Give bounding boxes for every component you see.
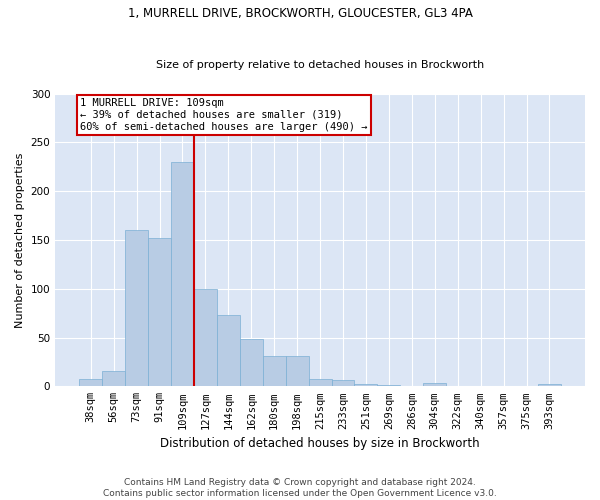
Y-axis label: Number of detached properties: Number of detached properties [15, 152, 25, 328]
Bar [240, 340, 263, 386]
Bar [125, 230, 148, 386]
Bar [308, 380, 332, 386]
Text: 1, MURRELL DRIVE, BROCKWORTH, GLOUCESTER, GL3 4PA: 1, MURRELL DRIVE, BROCKWORTH, GLOUCESTER… [128, 8, 472, 20]
Bar [102, 370, 125, 386]
Bar [194, 288, 217, 386]
X-axis label: Distribution of detached houses by size in Brockworth: Distribution of detached houses by size … [160, 437, 480, 450]
Title: Size of property relative to detached houses in Brockworth: Size of property relative to detached ho… [156, 60, 484, 70]
Bar [171, 162, 194, 386]
Bar [263, 356, 286, 386]
Bar [332, 380, 355, 386]
Bar [355, 384, 377, 386]
Bar [538, 384, 561, 386]
Text: 1 MURRELL DRIVE: 109sqm
← 39% of detached houses are smaller (319)
60% of semi-d: 1 MURRELL DRIVE: 109sqm ← 39% of detache… [80, 98, 368, 132]
Bar [217, 315, 240, 386]
Bar [423, 384, 446, 386]
Text: Contains HM Land Registry data © Crown copyright and database right 2024.
Contai: Contains HM Land Registry data © Crown c… [103, 478, 497, 498]
Bar [286, 356, 308, 386]
Bar [148, 238, 171, 386]
Bar [79, 380, 102, 386]
